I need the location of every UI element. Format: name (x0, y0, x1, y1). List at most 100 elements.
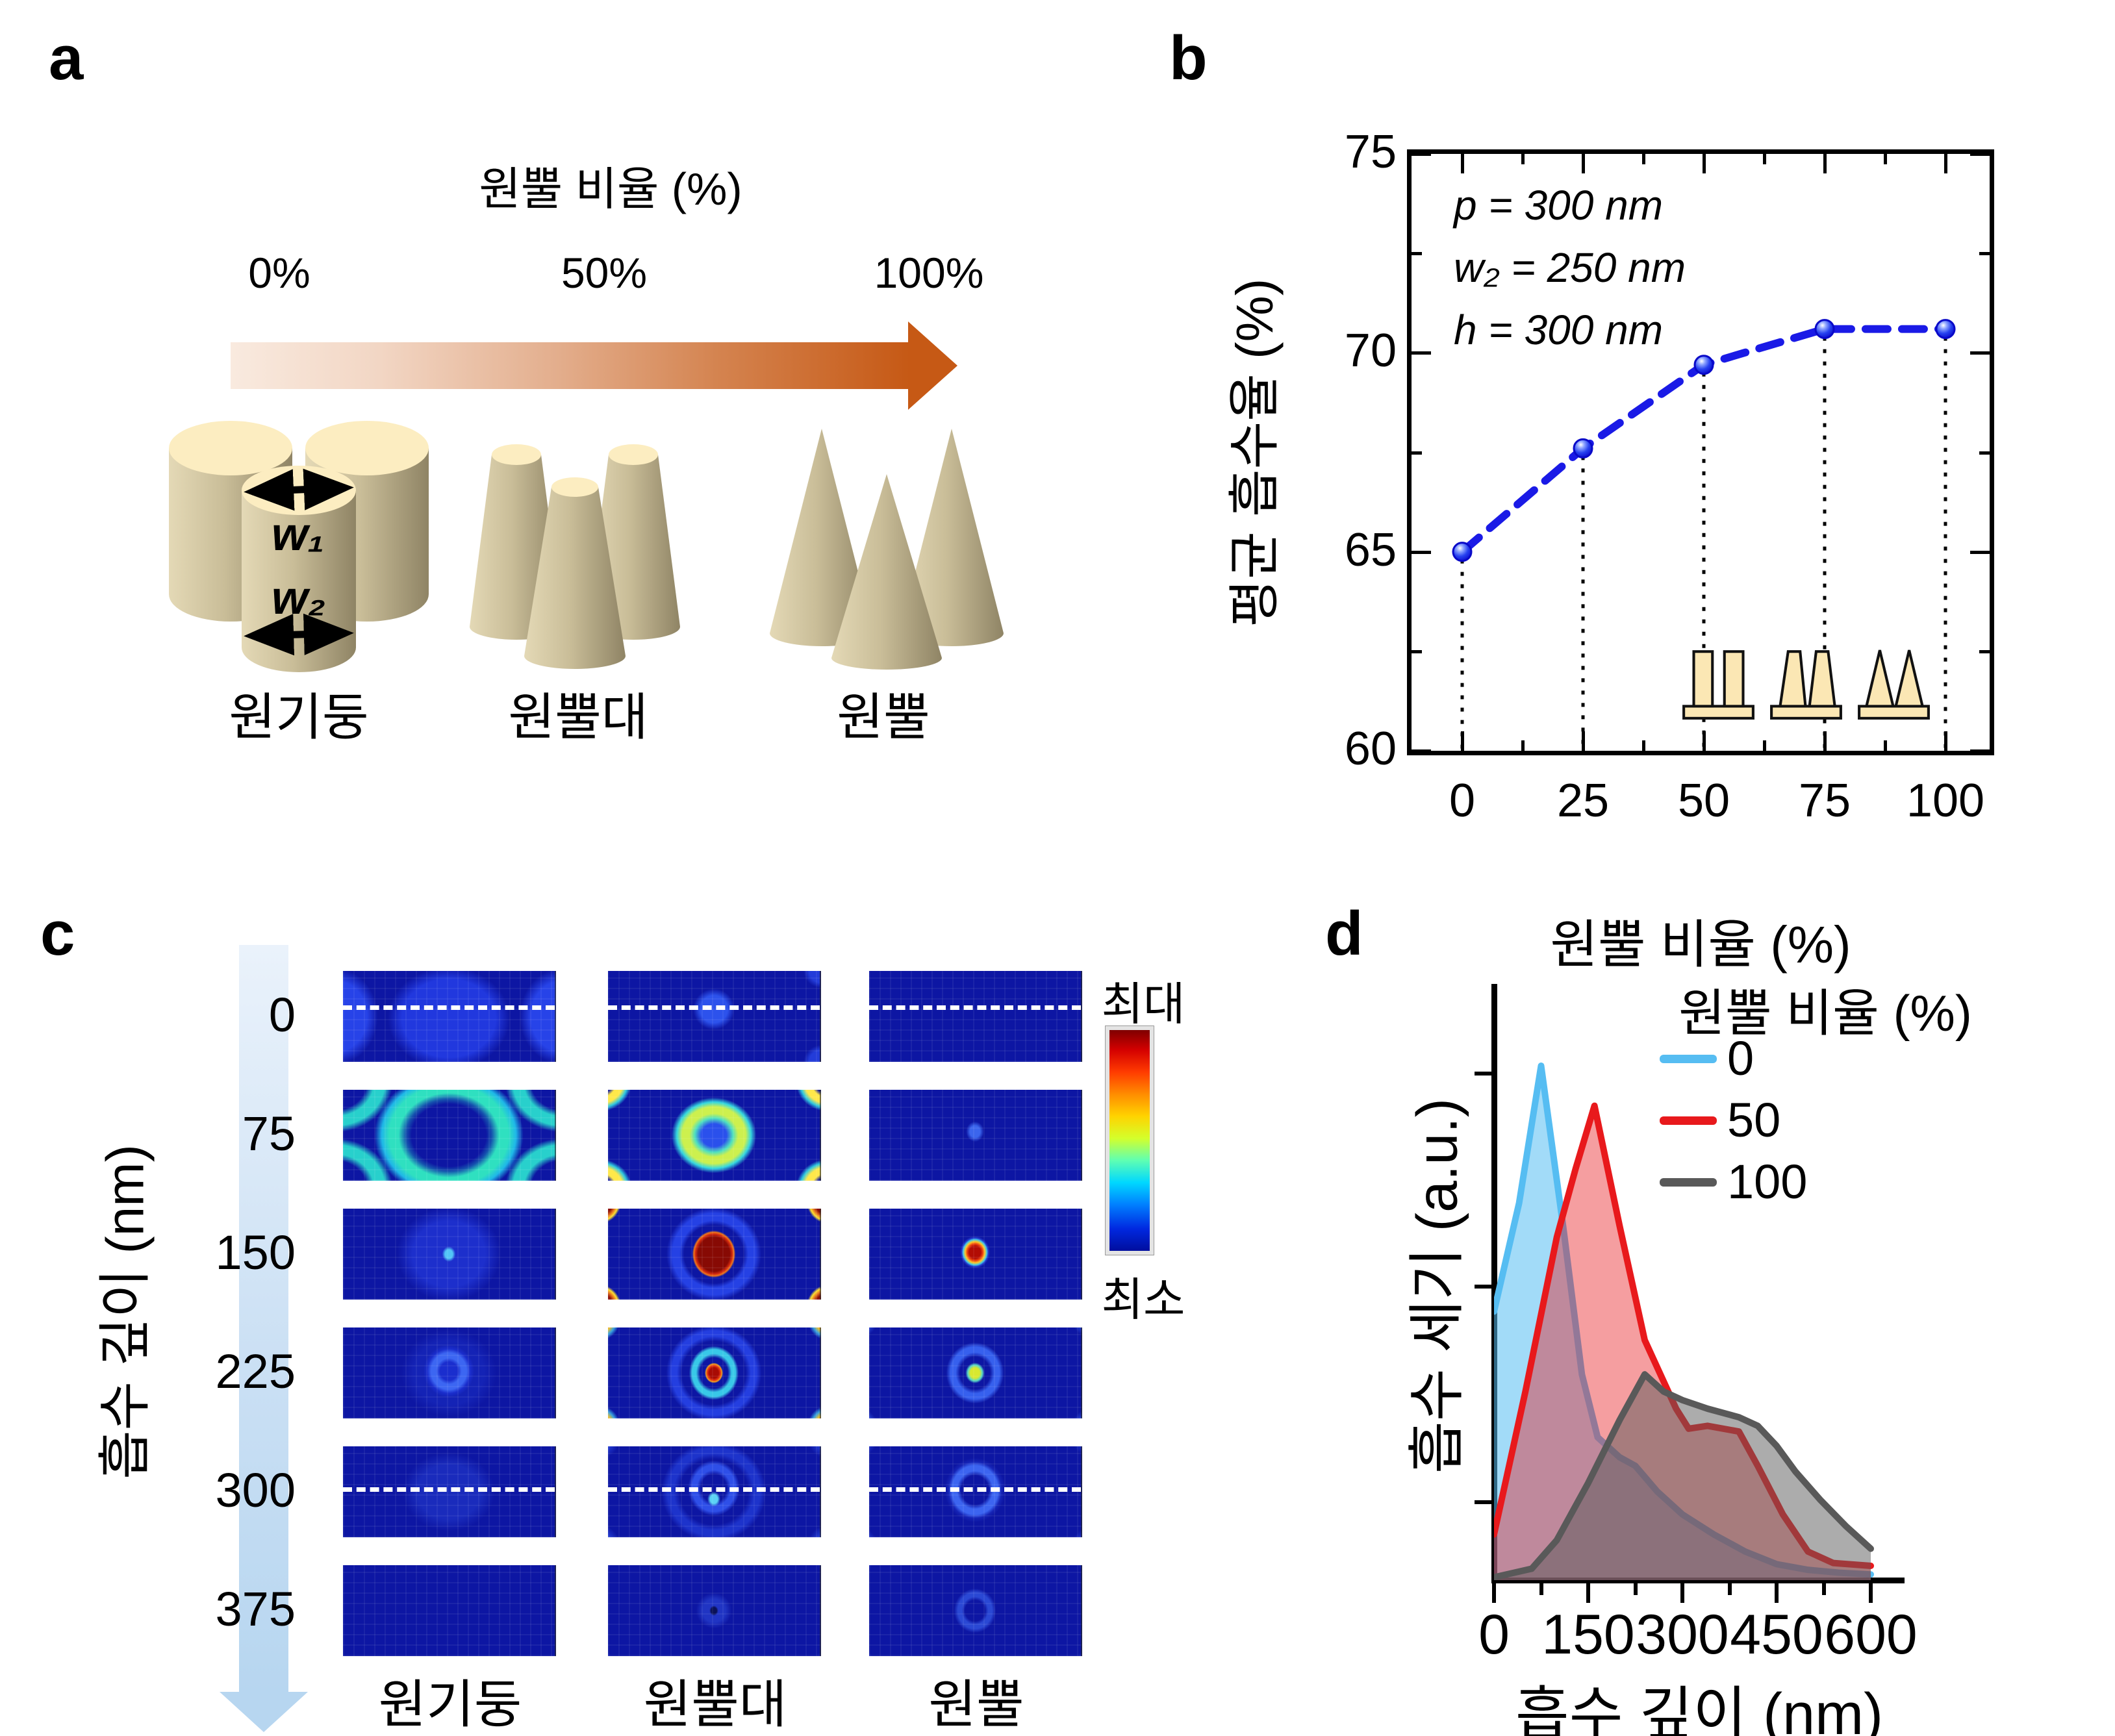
depth-tick-label: 375 (215, 1582, 296, 1636)
heatmap-tile-depth0-col1 (343, 971, 556, 1062)
heatmap-cut-dashed-line (343, 1487, 555, 1492)
line-series-100 (1494, 1371, 1874, 1580)
panel-a-title: 원뿔 비율 (%) (479, 164, 742, 214)
panel-d-label: d (1325, 899, 1363, 968)
y-tick-minor-right (1979, 252, 1990, 256)
x-tick-label: 75 (1798, 775, 1851, 827)
y-tick-minor (1412, 451, 1422, 455)
heatmap-tile-depth0-col2 (608, 971, 821, 1062)
y-tick-label: 75 (1344, 126, 1397, 178)
y-tick-label: 65 (1344, 523, 1397, 576)
cylinder-3d-icon: w₁ w₂ (169, 421, 429, 672)
panel-a-pct-100: 100% (874, 249, 984, 297)
panel-d-legend-title: 원뿔 비율 (%) (1678, 985, 1972, 1042)
heatmap-tile-depth75-col3 (869, 1090, 1082, 1181)
y-tick-major-right (1970, 351, 1990, 355)
x-tick-minor-top (1521, 154, 1525, 164)
x-tick-label: 50 (1677, 775, 1730, 827)
panel-c-depth-axis-title: 흡수 깊이 (nm) (95, 1144, 155, 1479)
y-tick-major (1412, 351, 1431, 355)
d-x-tick-major (1586, 1583, 1590, 1603)
annotation-w2: w₂ = 250 nm (1454, 244, 1686, 291)
data-point-marker (1814, 319, 1835, 340)
area-series-50 (1494, 1105, 1871, 1580)
panel-d-area-chart (1494, 1063, 1874, 1580)
heatmap-tile-depth375-col1 (343, 1565, 556, 1656)
heatmap-tile-depth225-col1 (343, 1327, 556, 1418)
annotation-h: h = 300 nm (1454, 307, 1663, 353)
y-tick-minor (1412, 252, 1422, 256)
heatmap-cut-dashed-line (869, 1005, 1081, 1010)
legend-line-swatch (1660, 1116, 1717, 1125)
shape-name-cone: 원뿔 (837, 688, 930, 746)
heatmap-tile-depth375-col2 (608, 1565, 821, 1656)
panel-b-line-chart (1452, 319, 1956, 749)
y-tick-minor-right (1979, 649, 1990, 653)
frustum-3d-icon (470, 444, 680, 669)
heatmap-cut-dashed-line (608, 1005, 820, 1010)
y-tick-major (1412, 550, 1431, 554)
x-tick-major (1703, 731, 1706, 751)
panel-d-y-axis (1491, 984, 1497, 1583)
y-tick-label: 70 (1344, 325, 1397, 377)
panel-d-x-axis-title: 흡수 깊이 (nm) (1515, 1682, 1884, 1736)
x-tick-major-top (1823, 154, 1827, 173)
depth-axis-arrow (239, 945, 288, 1692)
shape-name-frustum: 원뿔대 (508, 688, 648, 746)
data-point-marker (1935, 319, 1956, 340)
x-tick-minor-top (1763, 154, 1766, 164)
y-tick-major (1412, 153, 1431, 156)
panel-a-label: a (49, 23, 84, 93)
heatmap-tile-depth150-col3 (869, 1209, 1082, 1300)
x-tick-minor (1642, 740, 1645, 751)
legend-line-swatch (1660, 1178, 1717, 1187)
d-x-tick-label: 300 (1636, 1604, 1729, 1666)
heatmap-cut-dashed-line (343, 1005, 555, 1010)
data-point-marker (1573, 438, 1593, 459)
x-tick-minor (1884, 740, 1887, 751)
panel-a-pct-50: 50% (561, 249, 648, 297)
x-tick-major-top (1582, 154, 1585, 173)
x-tick-label: 25 (1556, 775, 1610, 827)
depth-tick-label: 0 (268, 988, 296, 1042)
panel-b-y-axis-title: 평균 흡수율 (%) (1226, 278, 1284, 627)
cone-ratio-gradient-arrowhead-icon (908, 321, 957, 410)
d-x-tick-label: 0 (1478, 1604, 1510, 1666)
d-x-tick-major (1492, 1583, 1496, 1603)
x-tick-major (1944, 731, 1947, 751)
heatmap-tile-depth375-col3 (869, 1565, 1082, 1656)
heatmap-column-label: 원기둥 (378, 1676, 522, 1733)
x-tick-label: 0 (1449, 775, 1476, 827)
frustum-cross-section-icon (1770, 650, 1842, 720)
panel-d-y-axis-title: 흡수 세기 (a.u.) (1404, 1098, 1469, 1474)
x-tick-major (1823, 731, 1827, 751)
x-tick-label: 100 (1906, 775, 1985, 827)
area-series-0 (1494, 1066, 1871, 1580)
x-tick-minor-top (1642, 154, 1645, 164)
heatmap-tile-depth300-col1 (343, 1446, 556, 1537)
cone-3d-icon (770, 429, 1004, 670)
y-tick-major (1412, 749, 1431, 753)
panel-b-plot-frame (1407, 149, 1994, 755)
d-x-tick-major (1775, 1583, 1779, 1603)
depth-tick-label: 75 (242, 1107, 296, 1161)
heatmap-tile-depth150-col2 (608, 1209, 821, 1300)
panel-d-x-axis (1491, 1578, 1905, 1583)
x-tick-minor-top (1884, 154, 1887, 164)
heatmap-tile-depth225-col2 (608, 1327, 821, 1418)
x-tick-minor (1763, 740, 1766, 751)
d-x-tick-minor (1539, 1583, 1543, 1595)
depth-tick-label: 300 (215, 1463, 296, 1517)
annotation-p: p = 300 nm (1454, 182, 1663, 229)
panel-b-label: b (1169, 23, 1208, 93)
d-x-tick-major (1680, 1583, 1684, 1603)
y-tick-major-right (1970, 153, 1990, 156)
d-x-tick-minor (1821, 1583, 1826, 1595)
d-x-tick-label: 450 (1730, 1604, 1823, 1666)
d-x-tick-label: 150 (1541, 1604, 1635, 1666)
data-point-marker (1693, 355, 1714, 375)
heatmap-tile-depth225-col3 (869, 1327, 1082, 1418)
jet-colorbar (1105, 1025, 1154, 1255)
y-tick-minor-right (1979, 451, 1990, 455)
